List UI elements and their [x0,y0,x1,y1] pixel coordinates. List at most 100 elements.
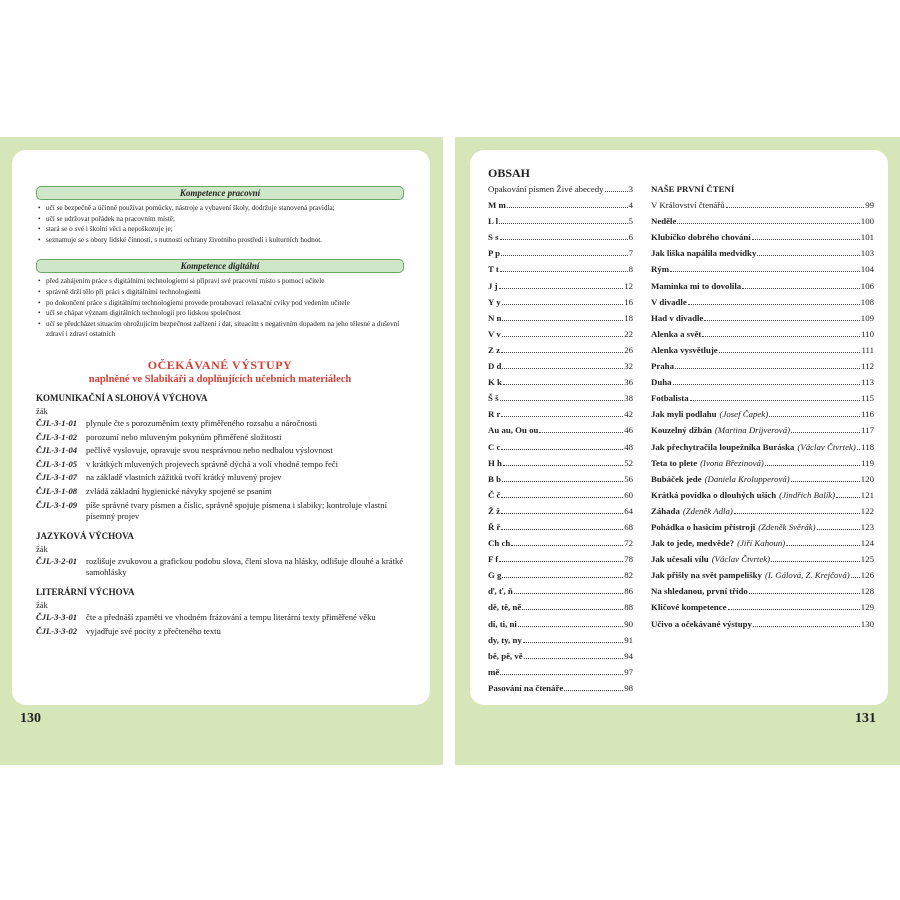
outcome-code: ČJL-3-2-01 [36,555,78,566]
toc-page: 111 [861,344,874,355]
toc-title: mě [488,666,500,677]
toc-title: OBSAH [488,166,531,180]
leader [687,303,860,305]
outcome-item: ČJL-3-1-08 zvládá základní hygienické náv… [36,486,406,498]
toc-page: 120 [860,473,874,484]
toc-page: 36 [624,377,633,388]
leader [604,190,628,192]
toc-entry: Záhada (Zdeněk Adla) 122 [651,506,874,522]
toc-page: 117 [861,425,874,436]
toc-page: 8 [628,264,633,275]
toc-entry: Ch ch 72 [488,538,633,554]
toc-title: Na shledanou, první třído [651,586,748,597]
toc-title: Pasování na čtenáře [488,682,564,693]
toc-entry: Jak přechytračila loupežníka Buráska (Vác… [651,442,874,458]
bullet-item: seznamuje se s obory lidské činnosti, s … [36,235,404,246]
toc-entry: Bubáček jede (Daniela Krolupperová) 120 [651,474,874,490]
toc-title: ď, ť, ň [488,586,513,597]
leader [502,464,624,466]
leader [500,351,624,353]
toc-page: 125 [860,554,874,565]
page-number: 130 [20,711,41,726]
toc-entry: B b 56 [488,474,633,490]
toc-entry: bě, pě, vě 94 [488,651,633,667]
toc-page: 32 [624,361,633,372]
leader [513,592,624,595]
toc-entry: Jak učesali vílu (Václav Čtvrtek) 125 [651,554,874,570]
toc-entry: Had v divadle 109 [651,313,874,329]
leader [733,512,860,514]
toc-title: Učivo a očekávané výstupy [651,618,752,629]
toc-title: M m [488,200,506,211]
leader [502,319,624,321]
toc-entry: Ž ž 64 [488,506,633,522]
toc-title: Teta to plete [651,457,698,468]
leader [517,625,624,627]
bullet-item: před zahájením práce s digitálními techn… [36,276,404,287]
subject: žák [36,599,48,610]
toc-entry: Opakování písmen Živé abecedy 3 [488,184,633,200]
leader [672,383,861,386]
toc-entry: Č č 60 [488,490,633,506]
toc-page: 101 [860,232,874,243]
toc-entry: Z z 26 [488,345,633,361]
bullet-item: učí se chápat význam digitálních technol… [36,308,404,319]
toc-author: (Jindřich Balík) [779,489,836,500]
toc-title: Bubáček jede [651,473,702,484]
leader [850,576,860,579]
outcome-text: plynule čte s porozuměním texty přiměřen… [86,418,318,428]
bullet-item: stará se o své i školní věci a nepoškozu… [36,224,404,235]
toc-page: 42 [624,409,633,420]
leader [501,448,624,450]
bullet-item: po dokončení práce s digitálními technol… [36,298,404,309]
toc-title: P p [488,248,500,259]
toc-title: Jak myli podlahu [651,409,717,420]
outcome-text: pečlivě vyslovuje, opravuje svou nespráv… [86,445,333,456]
toc-page: 116 [861,409,874,420]
toc-entry: Rým 104 [651,264,874,280]
toc-title: Klíčové kompetence [651,602,727,613]
outcome-code: ČJL-3-3-02 [36,625,78,636]
leader [790,480,860,482]
toc-page: 128 [860,586,874,597]
toc-title: F f [488,554,499,565]
toc-title: Pohádka o hasicím přístroji [651,521,756,532]
toc-page: 7 [628,248,633,259]
toc-title: C c [488,441,501,452]
outcome-item: ČJL-3-2-01 rozlišuje zvukovou a grafickou… [36,556,406,579]
leader [501,480,624,482]
toc-title: Alenka a svět [651,328,702,339]
leader [564,689,624,691]
outcome-code: ČJL-3-1-08 [36,485,78,496]
toc-author: (Zdeněk Svěrák) [758,521,816,532]
toc-entry: L l 5 [488,216,633,232]
toc-page: 126 [860,570,874,581]
toc-page: 26 [624,344,633,355]
leader [791,431,861,434]
toc-title: K k [488,377,502,388]
toc-author: (Martina Drijverová) [714,425,791,436]
leader [704,319,860,321]
leader [786,544,860,547]
toc-title: Opakování písmen Živé abecedy [488,184,604,194]
toc-page: 94 [624,650,633,661]
toc-entry: Klubíčko dobrého chování 101 [651,232,874,248]
outcome-code: ČJL-3-3-01 [36,611,78,622]
outcome-item: ČJL-3-1-07 na základě vlastních zážitků t… [36,472,406,484]
outcome-text: píše správné tvary písmen a číslic, sprá… [86,499,387,522]
toc-entry: F f 78 [488,554,633,570]
toc-page: 129 [860,602,874,613]
toc-entry: Učivo a očekávané výstupy 130 [651,619,874,635]
toc-entry: Maminka mi to dovolila 106 [651,281,874,297]
toc-title: V Království čtenářů [651,200,725,211]
leader [506,206,628,209]
competence-list: před zahájením práce s digitálními techn… [36,276,404,340]
toc-entry: Y y 16 [488,297,633,313]
toc-page: 16 [624,296,633,307]
leader [751,238,860,241]
leader [702,335,861,337]
leader [500,512,624,514]
toc-title: Jak přišly na svět pampelišky [651,570,762,581]
section-title: LITERÁRNÍ VÝCHOVA [36,586,135,597]
